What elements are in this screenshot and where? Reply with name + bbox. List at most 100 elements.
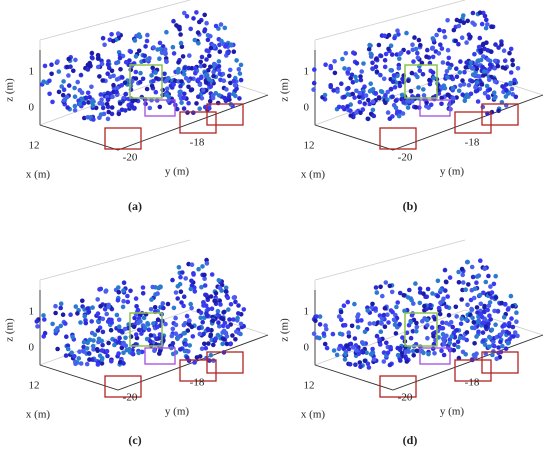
point (145, 321, 150, 326)
point (444, 69, 450, 74)
point (223, 285, 229, 291)
point (407, 287, 412, 293)
point (353, 362, 358, 367)
point (84, 346, 90, 351)
point (100, 329, 106, 335)
point (491, 90, 497, 95)
point (454, 74, 460, 79)
point (202, 29, 207, 34)
point (457, 335, 463, 341)
point (109, 68, 115, 74)
point (53, 303, 58, 309)
point (210, 318, 216, 324)
point (100, 105, 106, 111)
point (447, 65, 452, 71)
point (383, 100, 388, 105)
point (401, 293, 407, 298)
point (95, 64, 101, 70)
point (472, 51, 477, 57)
point (442, 85, 448, 91)
point (230, 333, 235, 338)
point (483, 324, 488, 329)
z-tick-label: 1 (304, 66, 310, 78)
point (231, 295, 237, 300)
point (204, 57, 209, 62)
point (447, 275, 453, 280)
point (512, 77, 517, 83)
point (346, 330, 351, 335)
point (436, 305, 442, 311)
point (435, 278, 441, 284)
point (197, 19, 202, 25)
point (457, 18, 463, 24)
point (345, 104, 350, 109)
point (368, 51, 374, 57)
point (160, 301, 166, 306)
point (492, 95, 497, 101)
highlight-box (104, 127, 142, 150)
point (367, 42, 372, 48)
point (489, 327, 495, 333)
point (105, 116, 111, 122)
point (108, 327, 114, 333)
point (114, 60, 119, 66)
point (485, 48, 490, 53)
point (121, 288, 126, 293)
y-tick-label: -20 (398, 392, 413, 404)
point (80, 298, 85, 304)
highlight-box (404, 64, 438, 99)
point (346, 346, 352, 352)
point (459, 35, 465, 40)
point (112, 342, 117, 348)
point (125, 299, 131, 305)
point (117, 335, 122, 341)
point (359, 340, 365, 345)
point (365, 116, 371, 122)
point (216, 278, 222, 283)
point (116, 351, 121, 356)
point (431, 75, 437, 81)
point (451, 96, 456, 101)
point (209, 272, 215, 277)
point (470, 315, 475, 321)
point (330, 331, 336, 337)
point (174, 106, 180, 112)
point (400, 111, 406, 116)
point (342, 322, 348, 328)
point (384, 340, 389, 346)
point (228, 42, 234, 47)
point (314, 314, 319, 319)
point (385, 110, 391, 115)
point (179, 300, 184, 305)
point (437, 27, 442, 33)
point (162, 71, 167, 77)
point (388, 43, 394, 48)
z-axis-label: z (m) (4, 318, 16, 342)
point (499, 42, 504, 47)
point (146, 327, 152, 332)
point (123, 91, 128, 97)
point (72, 354, 77, 359)
point (411, 353, 416, 358)
point (231, 49, 237, 54)
point (75, 79, 80, 85)
point (419, 60, 425, 66)
point (449, 334, 455, 339)
point (216, 59, 222, 64)
point (483, 279, 489, 285)
point (481, 309, 487, 315)
point (430, 291, 435, 296)
point (341, 303, 347, 308)
point (95, 362, 101, 367)
point (508, 80, 513, 86)
point (409, 70, 415, 76)
point (382, 58, 388, 63)
point (406, 99, 412, 104)
point (366, 365, 372, 370)
point (204, 311, 209, 316)
point (414, 324, 420, 330)
point (222, 95, 227, 101)
point (211, 342, 216, 348)
point (460, 92, 465, 97)
point (506, 323, 512, 329)
